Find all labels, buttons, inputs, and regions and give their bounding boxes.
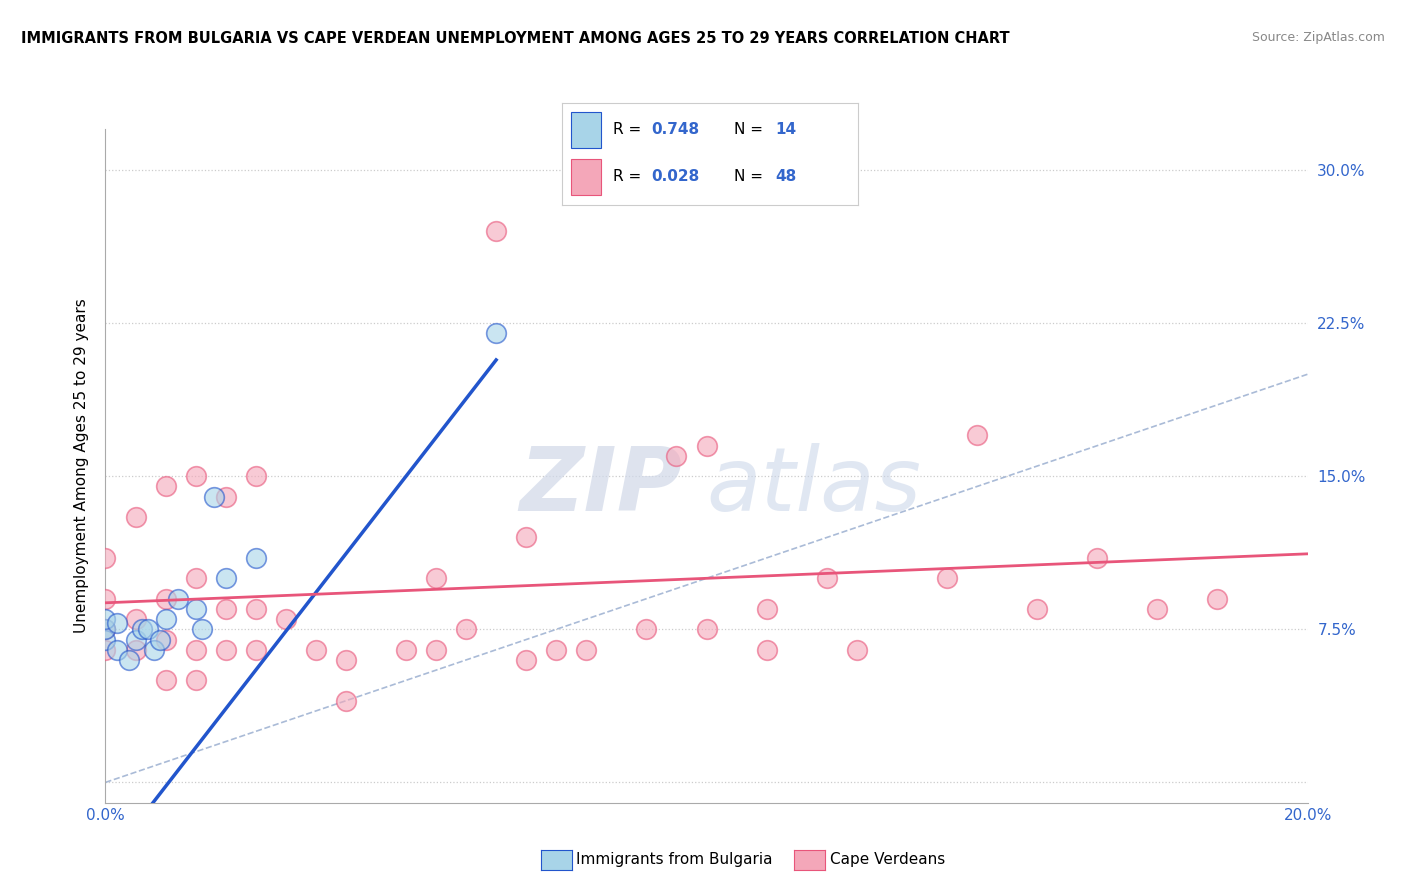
Point — [575, 642, 598, 657]
Point — [245, 642, 267, 657]
Bar — [571, 159, 600, 194]
Text: Immigrants from Bulgaria: Immigrants from Bulgaria — [576, 853, 773, 867]
Point — [274, 612, 297, 626]
Point — [815, 571, 838, 585]
Point — [148, 632, 170, 647]
Point — [136, 623, 159, 637]
Text: N =: N = — [734, 122, 768, 137]
Text: R =: R = — [613, 122, 645, 137]
Point — [245, 469, 267, 483]
Bar — [571, 112, 600, 148]
Text: Source: ZipAtlas.com: Source: ZipAtlas.com — [1251, 31, 1385, 45]
Point — [155, 673, 177, 688]
Point — [166, 591, 188, 606]
Point — [107, 642, 129, 657]
Point — [155, 612, 177, 626]
Point — [696, 439, 718, 453]
Point — [155, 479, 177, 493]
Point — [118, 653, 141, 667]
Point — [184, 571, 207, 585]
Point — [124, 642, 146, 657]
Point — [214, 490, 236, 504]
Point — [335, 694, 357, 708]
Point — [755, 602, 778, 616]
Text: IMMIGRANTS FROM BULGARIA VS CAPE VERDEAN UNEMPLOYMENT AMONG AGES 25 TO 29 YEARS : IMMIGRANTS FROM BULGARIA VS CAPE VERDEAN… — [21, 31, 1010, 46]
Point — [515, 653, 537, 667]
Point — [1146, 602, 1168, 616]
Point — [755, 642, 778, 657]
Point — [966, 428, 988, 442]
Point — [94, 642, 117, 657]
Point — [155, 591, 177, 606]
Point — [107, 616, 129, 631]
Text: 0.028: 0.028 — [651, 169, 699, 185]
Point — [131, 623, 153, 637]
Point — [515, 531, 537, 545]
Point — [190, 623, 212, 637]
Point — [214, 602, 236, 616]
Point — [184, 602, 207, 616]
Point — [485, 326, 508, 341]
Point — [845, 642, 868, 657]
Point — [94, 623, 117, 637]
Point — [94, 632, 117, 647]
Y-axis label: Unemployment Among Ages 25 to 29 years: Unemployment Among Ages 25 to 29 years — [75, 299, 90, 633]
Point — [155, 632, 177, 647]
Text: ZIP: ZIP — [520, 442, 682, 530]
Point — [124, 632, 146, 647]
Point — [184, 673, 207, 688]
Point — [124, 612, 146, 626]
Point — [184, 469, 207, 483]
Point — [696, 623, 718, 637]
Point — [94, 591, 117, 606]
Point — [546, 642, 568, 657]
Point — [485, 224, 508, 238]
Point — [184, 642, 207, 657]
Point — [214, 642, 236, 657]
Point — [94, 623, 117, 637]
Text: 0.748: 0.748 — [651, 122, 699, 137]
Text: N =: N = — [734, 169, 768, 185]
Point — [94, 612, 117, 626]
Point — [665, 449, 688, 463]
Point — [245, 550, 267, 565]
Text: 14: 14 — [775, 122, 796, 137]
Point — [142, 642, 165, 657]
Point — [202, 490, 225, 504]
Text: 48: 48 — [775, 169, 796, 185]
Point — [636, 623, 658, 637]
Point — [395, 642, 418, 657]
Point — [305, 642, 328, 657]
Point — [1085, 550, 1108, 565]
Text: Cape Verdeans: Cape Verdeans — [830, 853, 945, 867]
Point — [454, 623, 477, 637]
Point — [1206, 591, 1229, 606]
Point — [425, 642, 447, 657]
Point — [936, 571, 959, 585]
Point — [425, 571, 447, 585]
Point — [1026, 602, 1049, 616]
Point — [214, 571, 236, 585]
Text: atlas: atlas — [707, 443, 921, 529]
Point — [94, 550, 117, 565]
Point — [124, 510, 146, 524]
Point — [245, 602, 267, 616]
Text: R =: R = — [613, 169, 645, 185]
Point — [335, 653, 357, 667]
